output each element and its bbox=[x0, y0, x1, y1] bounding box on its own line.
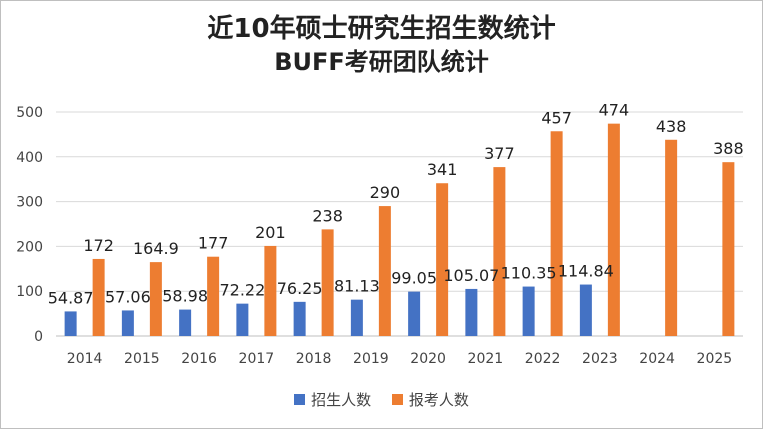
bar-enrollment bbox=[350, 299, 363, 336]
x-tick-label: 2018 bbox=[296, 351, 332, 367]
bar-applicants bbox=[264, 245, 277, 336]
x-tick-label: 2015 bbox=[124, 351, 160, 367]
bar-enrollment bbox=[579, 284, 592, 336]
data-label-enrollment: 54.87 bbox=[48, 288, 94, 307]
bar-applicants bbox=[207, 256, 220, 336]
bar-enrollment bbox=[64, 311, 77, 336]
data-label-enrollment: 81.13 bbox=[334, 277, 380, 296]
data-label-applicants: 341 bbox=[427, 160, 458, 179]
bar-applicants bbox=[92, 258, 105, 336]
data-label-enrollment: 72.22 bbox=[219, 281, 265, 300]
legend-swatch-series-2 bbox=[391, 394, 403, 405]
data-label-enrollment: 99.05 bbox=[391, 269, 437, 288]
y-tick-label: 400 bbox=[16, 150, 43, 166]
bar-enrollment bbox=[179, 309, 192, 336]
bar-applicants bbox=[378, 206, 391, 336]
chart-legend: 招生人数 报考人数 bbox=[1, 389, 762, 410]
chart-title: 近10年硕士研究生招生数统计 BUFF考研团队统计 bbox=[1, 13, 762, 77]
bar-enrollment bbox=[293, 301, 306, 336]
bar-enrollment bbox=[236, 303, 249, 336]
bar-enrollment bbox=[121, 310, 134, 336]
legend-label-series-1: 招生人数 bbox=[311, 391, 372, 409]
data-label-enrollment: 58.98 bbox=[162, 287, 208, 306]
data-label-enrollment: 57.06 bbox=[105, 287, 151, 306]
bar-applicants bbox=[149, 262, 162, 336]
bar-enrollment bbox=[522, 286, 535, 336]
x-tick-label: 2022 bbox=[525, 351, 561, 367]
y-tick-label: 300 bbox=[16, 195, 43, 211]
legend-item-series-2: 报考人数 bbox=[391, 389, 469, 410]
x-tick-label: 2024 bbox=[639, 351, 675, 367]
y-tick-label: 100 bbox=[16, 284, 43, 300]
x-tick-label: 2023 bbox=[582, 351, 618, 367]
data-label-applicants: 172 bbox=[83, 236, 114, 255]
x-tick-label: 2014 bbox=[67, 351, 103, 367]
data-label-enrollment: 76.25 bbox=[277, 279, 323, 298]
legend-item-series-1: 招生人数 bbox=[294, 389, 371, 410]
bar-applicants bbox=[321, 229, 334, 336]
legend-label-series-2: 报考人数 bbox=[408, 391, 469, 409]
data-label-applicants: 201 bbox=[255, 223, 286, 242]
x-tick-label: 2020 bbox=[410, 351, 446, 367]
data-label-enrollment: 114.84 bbox=[558, 262, 614, 281]
bar-applicants bbox=[722, 162, 735, 336]
x-tick-label: 2019 bbox=[353, 351, 389, 367]
bar-applicants bbox=[493, 167, 506, 336]
bar-applicants bbox=[607, 123, 620, 336]
data-label-applicants: 177 bbox=[198, 234, 229, 253]
y-tick-label: 200 bbox=[16, 239, 43, 255]
bar-applicants bbox=[550, 131, 563, 336]
data-label-applicants: 164.9 bbox=[133, 239, 179, 258]
bar-applicants bbox=[436, 183, 449, 336]
legend-swatch-series-1 bbox=[294, 394, 306, 405]
x-tick-label: 2021 bbox=[468, 351, 504, 367]
data-label-enrollment: 110.35 bbox=[501, 264, 557, 283]
bar-applicants bbox=[665, 139, 678, 336]
y-tick-label: 0 bbox=[34, 329, 43, 345]
data-label-applicants: 457 bbox=[541, 108, 572, 127]
data-label-applicants: 290 bbox=[370, 183, 401, 202]
chart-title-line1: 近10年硕士研究生招生数统计 bbox=[207, 14, 556, 44]
data-label-applicants: 438 bbox=[656, 117, 687, 136]
x-tick-label: 2017 bbox=[239, 351, 275, 367]
data-label-applicants: 388 bbox=[713, 139, 744, 158]
x-tick-label: 2025 bbox=[697, 351, 733, 367]
bar-enrollment bbox=[465, 288, 478, 336]
data-label-applicants: 474 bbox=[599, 101, 630, 120]
data-label-applicants: 238 bbox=[312, 206, 343, 225]
y-tick-label: 500 bbox=[16, 105, 43, 121]
chart-title-line2: BUFF考研团队统计 bbox=[274, 48, 489, 76]
data-label-enrollment: 105.07 bbox=[443, 266, 499, 285]
data-label-applicants: 377 bbox=[484, 144, 515, 163]
x-tick-label: 2016 bbox=[181, 351, 217, 367]
bar-enrollment bbox=[408, 291, 421, 336]
